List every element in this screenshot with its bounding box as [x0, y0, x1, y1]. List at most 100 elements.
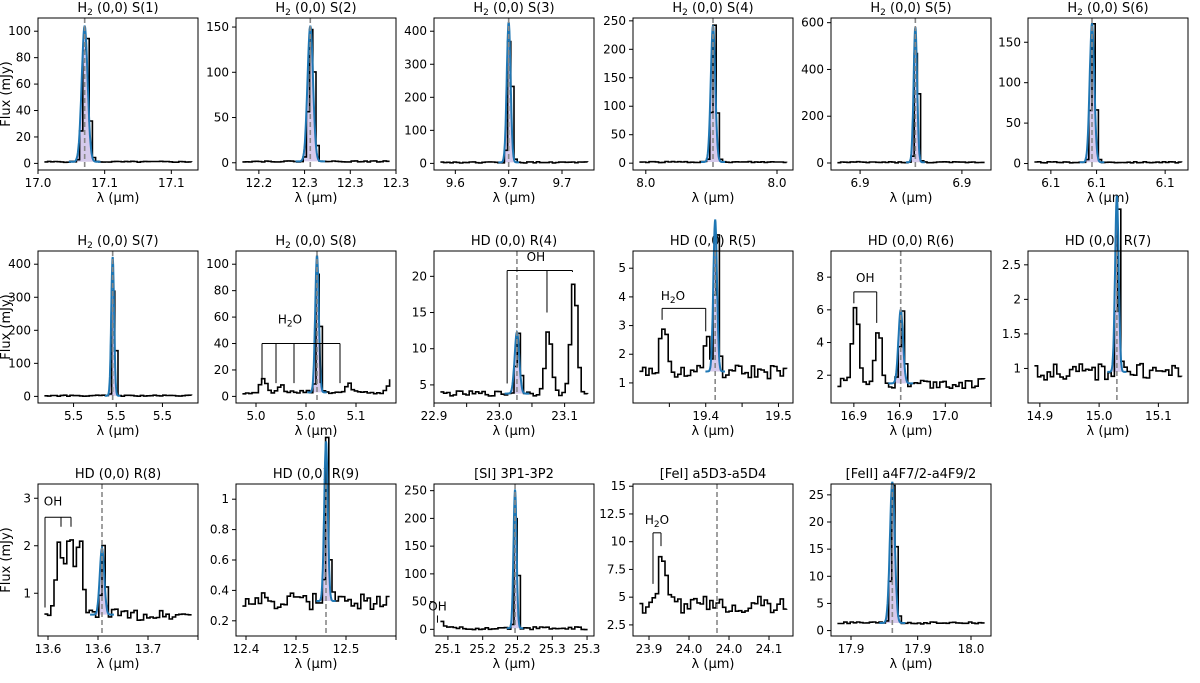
fit-curve: [295, 25, 326, 163]
fit-curve: [1079, 23, 1105, 164]
axes-frame: [433, 17, 595, 171]
annotation-label-part: H: [645, 513, 654, 527]
x-axis-label: λ (μm): [1087, 191, 1130, 206]
x-tick-label: 18.0: [958, 642, 985, 656]
fit-curve: [1107, 195, 1127, 373]
axes-frame: [433, 483, 595, 637]
y-tick-label: 0.2: [210, 614, 229, 628]
y-tick-label: 100: [206, 65, 229, 79]
y-tick-label: 12.5: [599, 507, 626, 521]
y-tick-label: 200: [603, 42, 626, 56]
panel-title-part: [FeI] a5D3-a5D4: [660, 467, 767, 482]
annotation-label-part: OH: [428, 599, 446, 613]
x-tick-label: 25.3: [539, 642, 566, 656]
y-tick-label: 0: [1013, 157, 1021, 171]
x-tick-label: 5.5: [64, 409, 83, 423]
y-tick-label: 0: [816, 156, 824, 170]
y-axis-label: Flux (mJy): [0, 61, 14, 127]
panel-title-part: HD (0,0) R(8): [75, 467, 161, 482]
panel-title-part: 2: [682, 8, 688, 18]
panel-title-part: HD (0,0) R(9): [273, 467, 359, 482]
x-tick-label: 25.1: [435, 642, 462, 656]
x-tick-label: 17.9: [904, 642, 931, 656]
observed-spectrum: [837, 306, 986, 389]
y-tick-label: 10: [809, 569, 824, 583]
x-tick-label: 6.1: [1041, 176, 1060, 190]
x-axis-label: λ (μm): [295, 424, 338, 439]
panel-p9: HD (0,0) R(4)OH 5 10 15 20 22.9 23.0 23.1 λ (μm): [412, 234, 595, 439]
panel-title-part: (0,0) S(2): [291, 1, 357, 16]
x-axis-label: λ (μm): [97, 191, 140, 206]
y-tick-label: 300: [8, 290, 31, 304]
y-tick-label: 400: [8, 257, 31, 271]
axes-frame: [37, 483, 199, 637]
x-tick-label: 25.2: [504, 642, 531, 656]
panel-title-part: HD (0,0) R(4): [471, 234, 557, 249]
panel-title: [FeI] a5D3-a5D4: [660, 467, 767, 482]
y-tick-label: 300: [404, 57, 427, 71]
panel-title-part: H: [870, 1, 880, 16]
x-tick-label: 12.2: [245, 176, 272, 190]
x-axis-label: λ (μm): [493, 191, 536, 206]
panel-title-part: H: [672, 1, 682, 16]
y-tick-label: 100: [998, 76, 1021, 90]
x-tick-label: 8.0: [767, 176, 786, 190]
panel-title-part: HD (0,0) R(7): [1065, 234, 1151, 249]
axes-frame: [235, 250, 397, 404]
y-tick-label: 0: [23, 389, 31, 403]
y-tick-label: 1: [618, 376, 626, 390]
x-tick-label: 17.1: [91, 176, 118, 190]
y-axis-label: Flux (mJy): [0, 527, 14, 593]
y-tick-label: 600: [801, 16, 824, 30]
panel-p5: H2 (0,0) S(5) 0 200 400 600 6.9 6.9 λ (μm): [801, 1, 992, 206]
panel-title-part: H: [473, 1, 483, 16]
panel-title-part: (0,0) S(7): [93, 234, 159, 249]
annotation-label-part: OH: [44, 494, 62, 508]
panel-title-part: [FeII] a4F7/2-a4F9/2: [846, 467, 977, 482]
y-tick-label: 6: [816, 303, 824, 317]
panel-title-part: 2: [483, 8, 489, 18]
y-tick-label: 250: [603, 14, 626, 28]
y-tick-label: 0: [419, 156, 427, 170]
x-axis-label: λ (μm): [692, 424, 735, 439]
y-tick-label: 100: [404, 567, 427, 581]
panel-p16: [FeI] a5D3-a5D4 H2O 2.5 5 7.5 10 12.5 15 23.9 24.…: [599, 467, 794, 672]
x-tick-label: 23.0: [486, 409, 513, 423]
y-tick-label: 2: [618, 347, 626, 361]
panel-title-part: (0,0) S(3): [489, 1, 555, 16]
fit-curve: [506, 489, 524, 630]
panel-title-part: H: [77, 1, 87, 16]
panel-title-part: HD (0,0) R(6): [868, 234, 954, 249]
panel-title: HD (0,0) R(5): [670, 234, 756, 249]
x-axis-label: λ (μm): [692, 191, 735, 206]
x-axis-label: λ (μm): [97, 424, 140, 439]
x-tick-label: 23.9: [636, 642, 663, 656]
x-tick-label: 12.5: [333, 642, 360, 656]
y-tick-label: 100: [8, 24, 31, 38]
panel-p13: HD (0,0) R(8) OH 1 2 3 13.6 13.6 13.7λ (μm) Flux…: [0, 467, 199, 672]
observed-spectrum: [44, 37, 193, 164]
x-tick-label: 5.1: [346, 409, 365, 423]
panel-title: [FeII] a4F7/2-a4F9/2: [846, 467, 977, 482]
y-tick-label: 150: [998, 35, 1021, 49]
annotation-label: H2O: [661, 289, 685, 306]
observed-spectrum: [440, 40, 589, 164]
y-tick-label: 2.5: [1002, 258, 1021, 272]
axes-frame: [235, 17, 397, 171]
panel-title: H2 (0,0) S(6): [1067, 1, 1148, 18]
y-tick-label: 0: [618, 156, 626, 170]
panel-title: H2 (0,0) S(5): [870, 1, 951, 18]
y-tick-label: 15: [611, 479, 626, 493]
observed-spectrum: [837, 484, 985, 625]
y-tick-label: 20: [412, 269, 427, 283]
y-tick-label: 0: [221, 389, 229, 403]
x-tick-label: 12.3: [383, 176, 410, 190]
y-tick-label: 20: [16, 130, 31, 144]
y-tick-label: 5: [419, 378, 427, 392]
y-tick-label: 100: [206, 257, 229, 271]
